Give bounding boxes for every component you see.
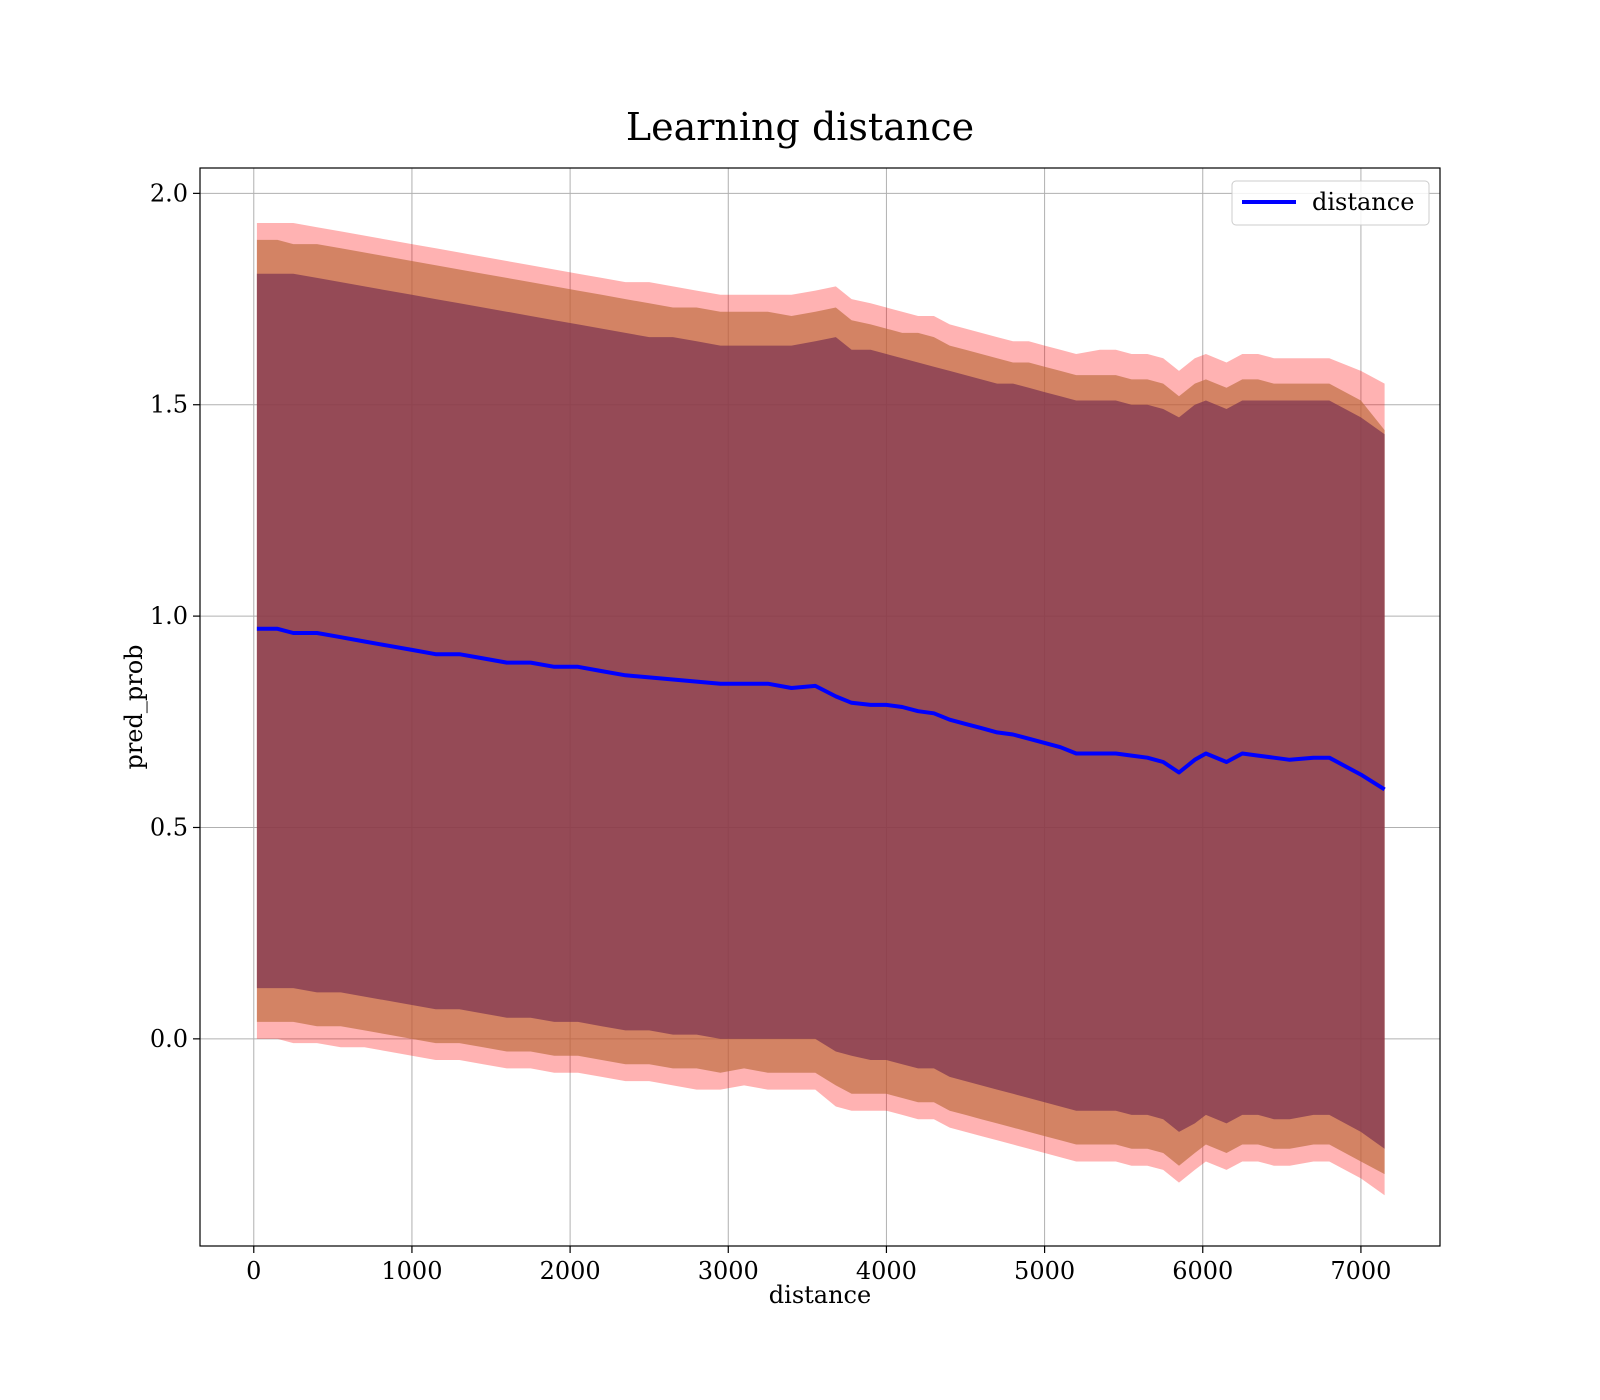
y-tick-label: 1.5 (150, 391, 188, 419)
y-tick-label: 1.0 (150, 602, 188, 630)
x-axis-label: distance (769, 1281, 871, 1309)
x-axis: 0 1000 2000 3000 4000 5000 6000 7000 (246, 1246, 1391, 1285)
x-tick-label: 5000 (1014, 1257, 1075, 1285)
band-inner (256, 273, 1385, 1149)
y-tick-label: 0.5 (150, 813, 188, 841)
legend-label: distance (1312, 188, 1414, 216)
x-tick-label: 3000 (698, 1257, 759, 1285)
legend: distance (1231, 180, 1430, 226)
x-tick-label: 0 (246, 1257, 261, 1285)
y-tick-label: 2.0 (150, 179, 188, 207)
series-lines (256, 626, 1386, 792)
x-tick-label: 1000 (381, 1257, 442, 1285)
x-tick-label: 6000 (1172, 1257, 1233, 1285)
confidence-bands (256, 223, 1385, 1196)
plot-frame (199, 167, 1441, 1247)
legend-box (1231, 180, 1430, 226)
x-tick-label: 4000 (856, 1257, 917, 1285)
y-axis: 0.0 0.5 1.0 1.5 2.0 (150, 179, 200, 1053)
chart-title: Learning distance (626, 105, 974, 149)
series-line-distance (256, 626, 1386, 792)
y-tick-label: 0.0 (150, 1025, 188, 1053)
x-tick-label: 7000 (1330, 1257, 1391, 1285)
x-tick-label: 2000 (540, 1257, 601, 1285)
y-axis-label: pred_prob (120, 644, 148, 769)
